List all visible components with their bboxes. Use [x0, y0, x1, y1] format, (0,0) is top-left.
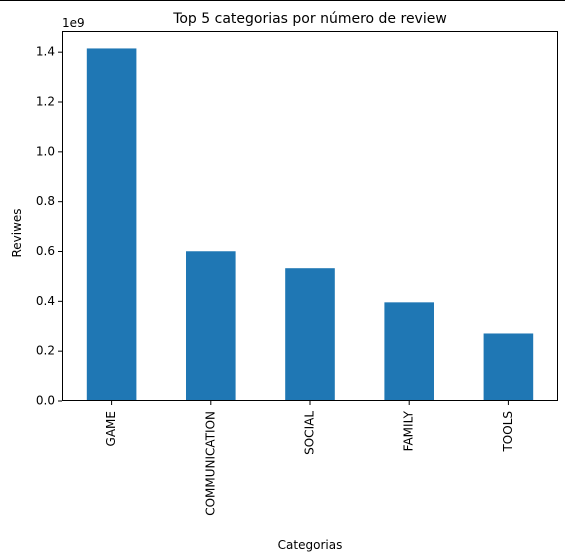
top-border-line [0, 0, 565, 1]
y-tick-label: 0.4 [36, 294, 55, 308]
y-tick-label: 0.8 [36, 194, 55, 208]
y-tick-label: 0.0 [36, 394, 55, 408]
x-tick-label: GAME [104, 411, 118, 446]
bar-game [86, 48, 137, 402]
x-axis: GAME COMMUNICATION SOCIAL FAMILY TOOLS [104, 401, 515, 516]
y-offset-label: 1e9 [62, 16, 85, 30]
y-axis: 0.0 0.2 0.4 0.6 0.8 1.0 1.2 1.4 [36, 45, 62, 408]
x-tick-label: SOCIAL [303, 411, 317, 455]
y-tick-label: 1.2 [36, 95, 55, 109]
y-axis-label: Reviwes [10, 208, 24, 257]
chart-title: Top 5 categorias por número de review [172, 11, 447, 27]
x-tick-label: FAMILY [402, 410, 416, 451]
bar-tools [483, 333, 534, 401]
bars-layer [86, 48, 534, 402]
y-tick-label: 0.6 [36, 244, 55, 258]
plot-frame [62, 31, 558, 401]
x-axis-label: Categorias [278, 538, 343, 552]
bar-social [285, 268, 335, 401]
bar-family [384, 302, 434, 401]
y-tick-label: 1.0 [36, 144, 55, 158]
y-tick-label: 1.4 [36, 45, 55, 59]
x-tick-label: TOOLS [501, 411, 515, 453]
y-tick-label: 0.2 [36, 344, 55, 358]
bar-communication [186, 251, 236, 401]
x-tick-label: COMMUNICATION [203, 411, 217, 516]
